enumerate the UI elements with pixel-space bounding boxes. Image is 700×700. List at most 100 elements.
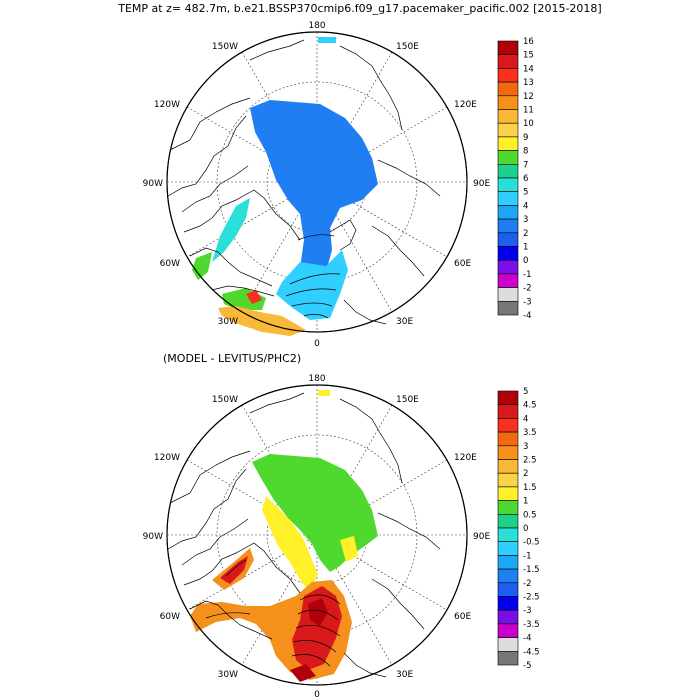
lon-label-90w-top: 90W [143, 179, 163, 189]
colorbar-bottom-label-19: -4.5 [523, 647, 540, 657]
lon-label-150w-top: 150W [212, 42, 238, 52]
colorbar-bottom-swatch-8 [497, 500, 519, 515]
colorbar-top-swatch-5 [497, 109, 519, 124]
colorbar-bottom-swatch-16 [497, 609, 519, 625]
colorbar-bottom-swatch-4 [497, 445, 519, 460]
colorbar-top-swatch-15 [497, 246, 519, 261]
map-border-bottom [166, 384, 468, 686]
colorbar-top-swatch-4 [497, 95, 519, 110]
lon-labels-bottom: 180 0 90W 90E 150W 120W 150E 120E 60W 30… [143, 374, 491, 700]
colorbar-top-swatch-0 [497, 40, 519, 55]
colorbar-bottom-swatch-18 [497, 637, 519, 652]
colorbar-bottom-label-0: 5 [523, 387, 528, 397]
colorbar-bottom-swatch-11 [497, 541, 519, 556]
colorbar-bottom-label-7: 1.5 [523, 483, 537, 493]
lon-label-60e-bottom: 60E [454, 612, 471, 622]
colorbar-bottom-swatch-17 [497, 623, 519, 638]
lon-label-0-top: 0 [314, 339, 320, 349]
colorbar-bottom-swatch-3 [497, 431, 519, 447]
colorbar-bottom-swatch-6 [497, 472, 519, 488]
colorbar-bottom-swatch-9 [497, 513, 519, 529]
colorbar-bottom-swatch-0 [497, 390, 519, 405]
colorbar-top-label-20: -4 [523, 311, 531, 321]
temp-field-green-top [192, 252, 212, 280]
lon-label-150e-bottom: 150E [396, 395, 419, 405]
colorbar-bottom-label-4: 3 [523, 442, 528, 452]
colorbar-bottom-swatch-13 [497, 568, 519, 584]
colorbar-bottom-label-12: -1 [523, 551, 531, 561]
colorbar-bottom-label-18: -4 [523, 634, 531, 644]
colorbar-bottom-label-13: -1.5 [523, 565, 540, 575]
colorbar-bottom-label-6: 2 [523, 469, 528, 479]
colorbar-bottom-label-8: 1 [523, 497, 528, 507]
lon-labels-top: 180 0 90W 90E 150W 120W 150E 120E 60W 30… [143, 21, 491, 349]
colorbar-bottom-label-16: -3 [523, 606, 531, 616]
colorbar-bottom-label-2: 4 [523, 414, 528, 424]
lon-label-30e-top: 30E [396, 317, 413, 327]
colorbar-bottom-swatch-7 [497, 486, 519, 501]
lon-label-60w-top: 60W [160, 259, 180, 269]
colorbar-top-swatch-7 [497, 136, 519, 151]
lon-label-150w-bottom: 150W [212, 395, 238, 405]
lon-label-30w-top: 30W [218, 317, 238, 327]
anomaly-field-dark-bottom-2 [290, 664, 316, 682]
map-panel-bottom: 180 0 90W 90E 150W 120W 150E 120E 60W 30… [143, 374, 491, 700]
colorbar-top-label-6: 10 [523, 119, 534, 129]
colorbar-top-label-9: 7 [523, 160, 528, 170]
colorbar-top-swatch-13 [497, 218, 519, 234]
colorbar-bottom-label-1: 4.5 [523, 401, 537, 411]
lon-label-120w-bottom: 120W [154, 453, 180, 463]
colorbar-bottom-label-11: -0.5 [523, 538, 540, 548]
colorbar-top-label-12: 4 [523, 201, 528, 211]
colorbar-top-label-11: 5 [523, 188, 528, 198]
colorbar-top-label-19: -3 [523, 297, 531, 307]
colorbar-top-swatch-10 [497, 177, 519, 192]
anomaly-field-yellow-bottom-2 [340, 536, 358, 562]
lon-label-150e-top: 150E [396, 42, 419, 52]
map-panel-top: 180 0 90W 90E 150W 120W 150E 120E 60W 30… [143, 21, 491, 349]
colorbar-top-swatch-8 [497, 150, 519, 165]
lon-label-90e-bottom: 90E [473, 532, 490, 542]
colorbar-top-label-7: 9 [523, 133, 528, 143]
lon-label-30e-bottom: 30E [396, 670, 413, 680]
contours-top [285, 234, 341, 319]
colorbar-top-swatch-12 [497, 205, 519, 220]
temp-field-light-top [212, 198, 250, 262]
colorbar-bottom-swatch-1 [497, 404, 519, 419]
colorbar-top-swatch-16 [497, 259, 519, 275]
colorbar-top-label-17: -1 [523, 270, 531, 280]
colorbar-bottom-swatch-2 [497, 418, 519, 433]
colorbar-top-swatch-17 [497, 273, 519, 288]
colorbar-top-swatch-19 [497, 300, 519, 316]
colorbar-top-label-3: 13 [523, 78, 534, 88]
colorbar-bottom-swatch-12 [497, 555, 519, 570]
temp-field-main-top [250, 100, 378, 272]
anomaly-field-yellow-bottom [262, 496, 318, 592]
colorbar-top-swatch-14 [497, 232, 519, 247]
lon-label-0-bottom: 0 [314, 690, 320, 700]
lon-label-120w-top: 120W [154, 100, 180, 110]
temp-field-cyan-top [276, 250, 348, 320]
lon-label-60e-top: 60E [454, 259, 471, 269]
colorbar-top-label-14: 2 [523, 229, 528, 239]
colorbar-bottom: 5 4.5 4 3.5 3 2.5 2 1.5 1 0.5 0 -0.5 -1 -1.5 -2 -2.5 -3 -… [497, 387, 540, 671]
colorbar-bottom-label-5: 2.5 [523, 456, 537, 466]
colorbar-top-label-18: -2 [523, 284, 531, 294]
colorbar-top-label-13: 3 [523, 215, 528, 225]
colorbar-bottom-swatch-5 [497, 459, 519, 474]
lon-label-90w-bottom: 90W [143, 532, 163, 542]
temp-field-cyan-strip-top [318, 37, 336, 43]
map-border-top [166, 31, 468, 333]
colorbar-top-label-15: 1 [523, 243, 528, 253]
anomaly-field-red-bottom [292, 586, 342, 670]
lon-label-120e-top: 120E [454, 100, 477, 110]
colorbar-bottom-label-20: -5 [523, 661, 531, 671]
colorbar-top-swatch-6 [497, 122, 519, 138]
figure-title: TEMP at z= 482.7m, b.e21.BSSP370cmip6.f0… [117, 2, 601, 15]
colorbar-top-swatch-9 [497, 164, 519, 179]
colorbar-top-swatch-1 [497, 54, 519, 69]
colorbar-top-swatch-11 [497, 191, 519, 206]
lon-label-180-bottom: 180 [308, 374, 325, 384]
